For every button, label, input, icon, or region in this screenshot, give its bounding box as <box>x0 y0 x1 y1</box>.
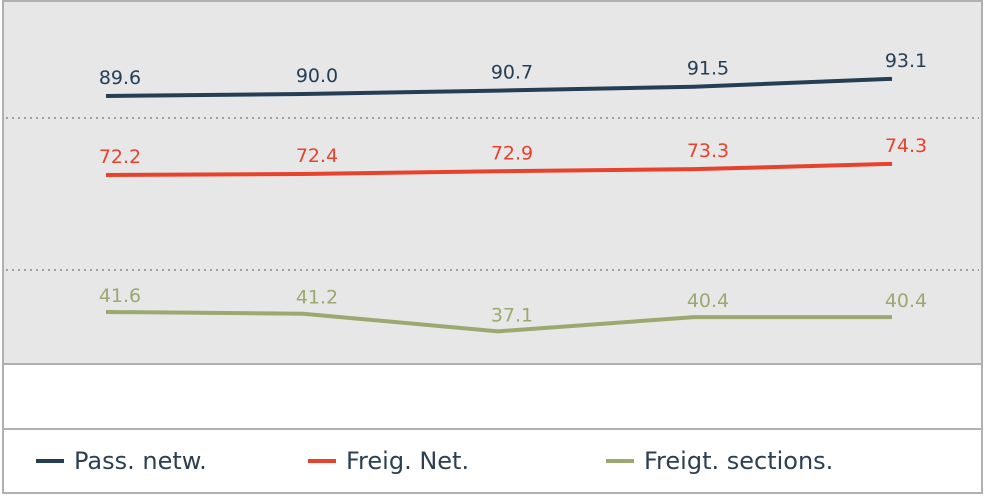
series-line-1 <box>105 76 893 98</box>
legend: Pass. netw. Freig. Net. Freigt. sections. <box>36 447 833 475</box>
data-label: 72.4 <box>296 145 338 167</box>
data-label: 72.9 <box>491 142 533 164</box>
series-line-3 <box>105 310 892 334</box>
legend-label: Pass. netw. <box>74 447 207 475</box>
data-label: 89.6 <box>99 67 141 89</box>
data-label: 91.5 <box>687 58 729 80</box>
data-label: 40.4 <box>885 290 927 312</box>
plot-area <box>4 2 981 364</box>
data-label: 72.2 <box>99 146 141 168</box>
legend-label: Freigt. sections. <box>644 447 833 475</box>
data-label: 40.4 <box>687 290 729 312</box>
series-layer: 89.6 90.0 90.7 91.5 93.1 72.2 72.4 72.9 73.3 74.3… <box>99 50 927 334</box>
series-line-2 <box>105 161 893 177</box>
data-label: 74.3 <box>885 135 927 157</box>
data-label: 90.0 <box>296 65 338 87</box>
data-label: 41.6 <box>99 285 141 307</box>
legend-label: Freig. Net. <box>346 447 469 475</box>
data-label: 93.1 <box>885 50 927 72</box>
data-label: 41.2 <box>296 287 338 309</box>
data-label: 90.7 <box>491 62 533 84</box>
data-label: 37.1 <box>491 304 533 326</box>
data-label: 73.3 <box>687 140 729 162</box>
